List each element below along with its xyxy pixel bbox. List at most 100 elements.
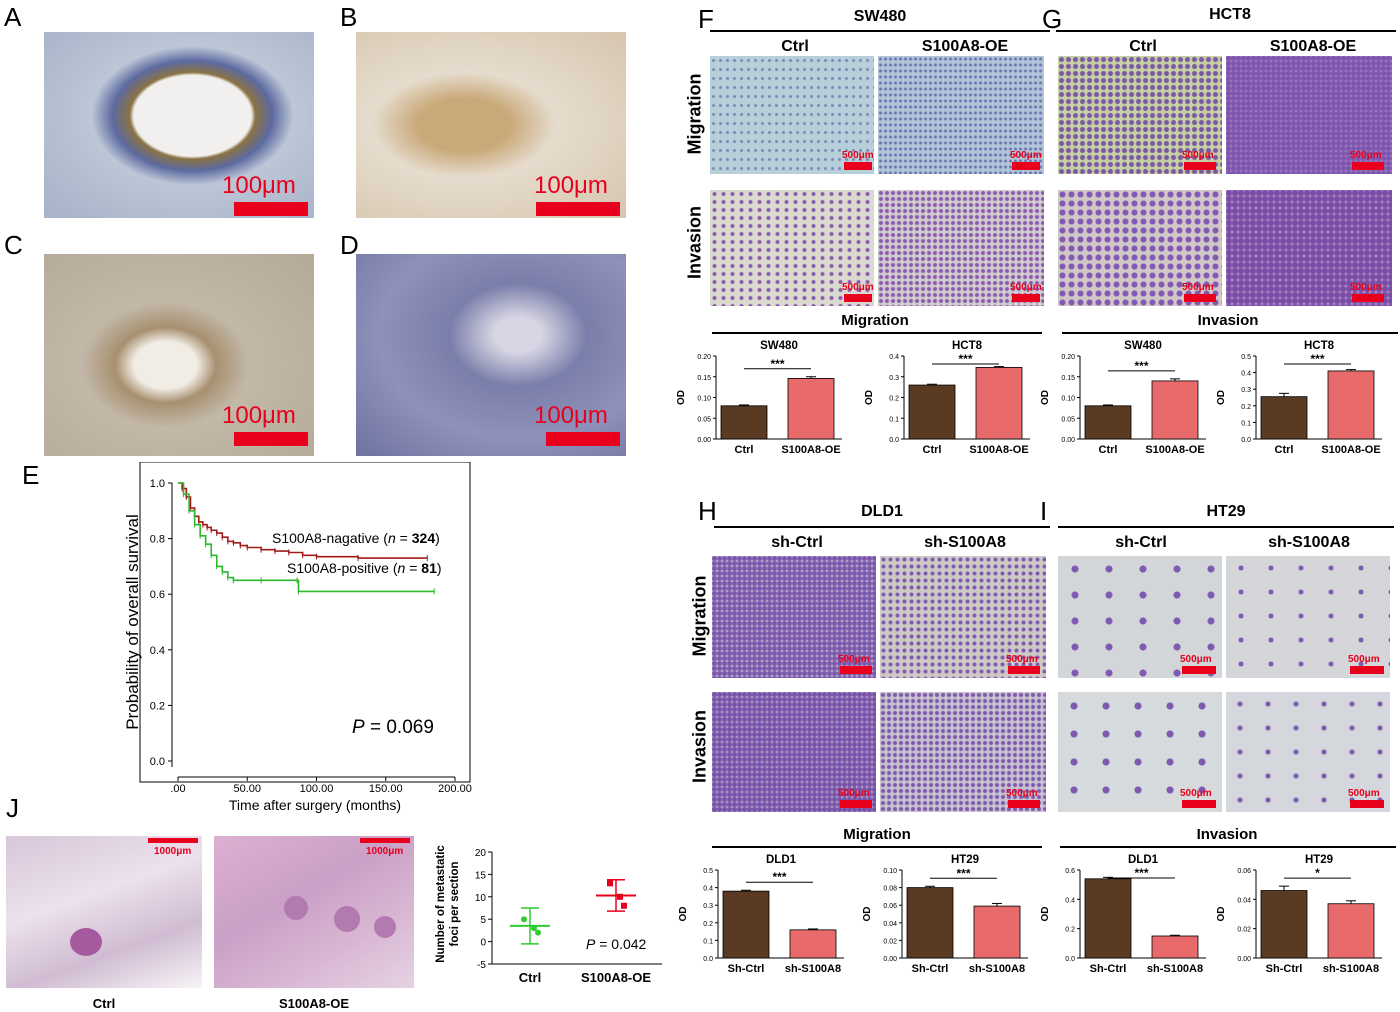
bar-ytick-label: 0.1 (889, 416, 899, 423)
scale-text: 500μm (1010, 150, 1042, 161)
ihc-image-c: 100μm (44, 254, 314, 456)
bar-ytick-label: 0.06 (883, 903, 897, 910)
scale-text: 500μm (842, 150, 874, 161)
km-plot-frame (139, 462, 471, 783)
scale-bar (1182, 800, 1216, 808)
jdot-point (617, 893, 623, 900)
panel-label-e: E (22, 460, 40, 490)
km-xtick-label: 150.00 (369, 783, 403, 795)
col-header: Ctrl (781, 38, 809, 55)
scale-text: 500μm (1006, 654, 1038, 665)
ihc-image-b: 100μm (356, 32, 626, 218)
panel-label-g: G (1042, 4, 1063, 34)
bar-ytick-label: 0.4 (1241, 371, 1251, 378)
bar-category-label: sh-S100A8 (785, 963, 841, 975)
scale-text: 500μm (1010, 282, 1042, 293)
transwell-ht29-shctrl-migration: 500μm (1058, 556, 1222, 678)
scale-bar (234, 432, 308, 446)
lung-image-oe: 1000μm (214, 836, 414, 988)
panel-label-f: F (698, 4, 714, 34)
scale-bar (1184, 294, 1216, 302)
lung-image-ctrl: 1000μm (6, 836, 202, 988)
transwell-dld1-sh-invasion: 500μm (880, 692, 1046, 812)
bar-ytick-label: 0.0 (1065, 956, 1075, 963)
bar-ytick-label: 0.1 (703, 938, 713, 945)
bar-category-label: Sh-Ctrl (912, 963, 949, 975)
jdot-pvalue: P = 0.042 (586, 936, 647, 952)
bar (1151, 380, 1199, 440)
bar-ytick-label: 0.05 (697, 416, 711, 423)
jdot-ytick-label: 20 (475, 848, 487, 859)
scale-text: 500μm (1348, 788, 1380, 799)
scale-text: 500μm (1348, 654, 1380, 665)
col-header: sh-Ctrl (771, 534, 823, 551)
scale-text: 500μm (838, 654, 870, 665)
bar-category-label: sh-S100A8 (1147, 963, 1203, 975)
header-rule (1058, 526, 1394, 528)
bar-chart-title: DLD1 (1128, 854, 1159, 866)
bar-chart-ylabel: OD (1216, 907, 1227, 922)
bar-ytick-label: 0.00 (697, 437, 711, 444)
bar-chart-title: HT29 (1305, 854, 1333, 866)
bar-category-label: sh-S100A8 (1323, 963, 1379, 975)
scale-text: 500μm (1182, 282, 1214, 293)
transwell-hct8-oe-migration: 500μm (1226, 56, 1392, 174)
bar (1260, 890, 1308, 959)
panel-label-h: H (698, 496, 717, 526)
bar-chart-dld1-invasion: DLD1 OD 0.0 0.2 0.4 0.6 Sh-Ctrl sh-S100A8 *** (1040, 854, 1206, 975)
metastatic-focus (374, 916, 396, 938)
bar-chart-title: HCT8 (1304, 340, 1335, 352)
header-ht29: HT29 (1206, 503, 1246, 520)
lung-caption-ctrl: Ctrl (92, 996, 116, 1011)
bar-ytick-label: 0.10 (1061, 396, 1075, 403)
transwell-sw480-oe-invasion: 500μm (878, 190, 1044, 306)
bar-chart-title: HCT8 (952, 340, 983, 352)
scale-bar (844, 162, 872, 170)
bar-category-label: Ctrl (923, 444, 942, 456)
svg-text:S100A8-positive (n = 81): S100A8-positive (n = 81) (287, 560, 442, 576)
significance-marker: *** (1310, 352, 1324, 366)
significance-marker: *** (1134, 359, 1148, 373)
bar-ytick-label: 0.04 (883, 921, 897, 928)
scale-bar (234, 202, 308, 216)
bar-ytick-label: 0.05 (1061, 416, 1075, 423)
section-rule (712, 332, 1042, 334)
jdot-point (531, 925, 537, 932)
panel-label-b: B (340, 2, 358, 32)
col-header: sh-Ctrl (1115, 534, 1167, 551)
jdot-ylabel-line2: foci per section (449, 862, 461, 947)
row-label-migration: Migration (684, 73, 705, 155)
scale-bar (1352, 294, 1384, 302)
bar-chart-title: SW480 (760, 340, 798, 352)
bar-chart-title: HT29 (951, 854, 979, 866)
bar-ytick-label: 0.02 (883, 938, 897, 945)
bar (1260, 396, 1308, 440)
scale-bar (1012, 294, 1040, 302)
bar-chart-sw480-migration: SW480 OD 0.00 0.05 0.10 0.15 0.20 Ctrl S100A8-OE… (676, 340, 842, 456)
col-header: Ctrl (1129, 38, 1157, 55)
bar (908, 384, 956, 440)
ihc-image-a: 100μm (44, 32, 314, 218)
km-legend-negative: S100A8-nagative (n = 324) (272, 530, 440, 546)
bar (1084, 405, 1132, 440)
jdot-point (521, 916, 527, 923)
transwell-sw480-ctrl-migration: 500μm (710, 56, 874, 174)
bar-ytick-label: 0.3 (703, 903, 713, 910)
scale-text: 100μm (222, 172, 296, 199)
bar-category-label: S100A8-OE (781, 444, 840, 456)
header-rule (1056, 30, 1396, 32)
svg-text:S100A8-nagative (n = 324): S100A8-nagative (n = 324) (272, 530, 440, 546)
bar (906, 887, 954, 959)
transwell-sw480-oe-migration: 500μm (878, 56, 1044, 174)
scale-text: 500μm (1180, 654, 1212, 665)
panel-label-i: I (1040, 496, 1048, 526)
bar-section-title: Migration (843, 826, 911, 843)
km-ytick-label: 0.6 (150, 589, 165, 601)
bar-chart-hct8-migration: HCT8 OD 0.0 0.1 0.2 0.3 0.4 Ctrl S100A8-OE *** (864, 340, 1030, 456)
bar (720, 405, 768, 440)
panel-label-c: C (4, 230, 23, 260)
bar-ytick-label: 0.4 (703, 886, 713, 893)
bar (975, 367, 1023, 440)
bar (1327, 903, 1375, 959)
scale-text: 100μm (534, 402, 608, 429)
